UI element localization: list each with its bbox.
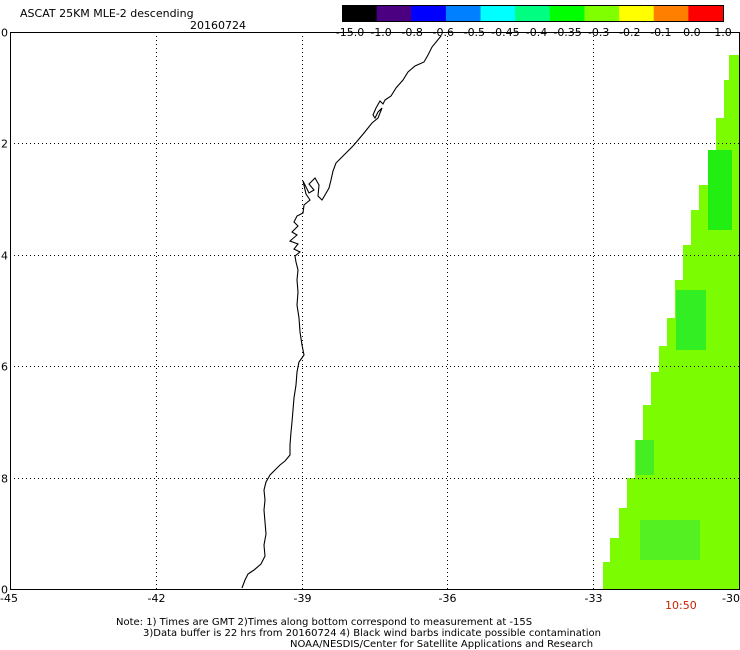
colorbar-swatch bbox=[549, 5, 585, 21]
colorbar-swatch bbox=[584, 5, 620, 21]
grid-lines bbox=[10, 32, 739, 589]
swath-time-label: 10:50 bbox=[665, 599, 697, 612]
swath-patch-4 bbox=[640, 520, 700, 560]
colorbar-label: -0.4 bbox=[526, 26, 547, 39]
lon-tick-label: -33 bbox=[585, 592, 603, 605]
lat-tick-label: -18 bbox=[0, 473, 8, 486]
colorbar-label: 1.0 bbox=[714, 26, 732, 39]
colorbar-swatch bbox=[515, 5, 551, 21]
colorbar-label: 0.0 bbox=[683, 26, 701, 39]
note-line-2: 3)Data buffer is 22 hrs from 20160724 4)… bbox=[143, 628, 601, 639]
colorbar-label: -0.5 bbox=[464, 26, 485, 39]
colorbar-swatch bbox=[653, 5, 689, 21]
colorbar-swatch bbox=[445, 5, 482, 21]
lat-tick-label: -14 bbox=[0, 250, 8, 263]
colorbar-swatch bbox=[480, 5, 516, 21]
lon-tick-label: -36 bbox=[439, 592, 457, 605]
swath-patch-1 bbox=[708, 150, 732, 230]
swath-base bbox=[603, 55, 740, 590]
coastline bbox=[241, 35, 442, 589]
colorbar-labels: -15.0 -1.0 -0.8 -0.6 -0.5 -0.45 -0.4 -0.35 -0.3-… bbox=[336, 26, 732, 39]
colorbar-swatch bbox=[376, 5, 412, 21]
lat-tick-label: -16 bbox=[0, 361, 8, 374]
map-title: ASCAT 25KM MLE-2 descending bbox=[20, 7, 194, 20]
lon-tick-label: -45 bbox=[0, 592, 18, 605]
lon-tick-label: -30 bbox=[722, 592, 740, 605]
lat-tick-label: -20 bbox=[0, 584, 8, 597]
colorbar-swatch bbox=[688, 5, 724, 21]
colorbar-label: -0.35 bbox=[553, 26, 581, 39]
colorbar-label: -0.8 bbox=[401, 26, 422, 39]
lat-tick-label: -10 bbox=[0, 27, 8, 40]
note-line-1: Note: 1) Times are GMT 2)Times along bot… bbox=[116, 617, 533, 628]
lon-tick-label: -42 bbox=[148, 592, 166, 605]
colorbar-label: -0.1 bbox=[650, 26, 671, 39]
colorbar-label: -15.0 bbox=[336, 26, 364, 39]
swath-patch-2 bbox=[676, 290, 706, 350]
colorbar-swatch bbox=[619, 5, 655, 21]
map-date: 20160724 bbox=[190, 19, 246, 32]
swath-patch-3 bbox=[636, 440, 654, 475]
longitude-labels: -45 -42 -39 -36 -33 -30 bbox=[0, 592, 740, 605]
swath-data bbox=[603, 55, 740, 590]
colorbar-swatch bbox=[411, 5, 447, 21]
lon-tick-label: -39 bbox=[294, 592, 312, 605]
latitude-labels: -10 -12 -14 -16 -18 -20 bbox=[0, 27, 8, 597]
lat-tick-label: -12 bbox=[0, 138, 8, 151]
note-line-3: NOAA/NESDIS/Center for Satellite Applica… bbox=[290, 639, 594, 650]
colorbar-frame bbox=[342, 5, 724, 22]
colorbar-label: -0.3 bbox=[588, 26, 609, 39]
colorbar-label: -0.6 bbox=[433, 26, 454, 39]
colorbar-swatch bbox=[342, 5, 378, 21]
colorbar-label: -0.2 bbox=[619, 26, 640, 39]
colorbar-label: -0.45 bbox=[491, 26, 519, 39]
colorbar-label: -1.0 bbox=[370, 26, 391, 39]
colorbar bbox=[342, 5, 724, 22]
